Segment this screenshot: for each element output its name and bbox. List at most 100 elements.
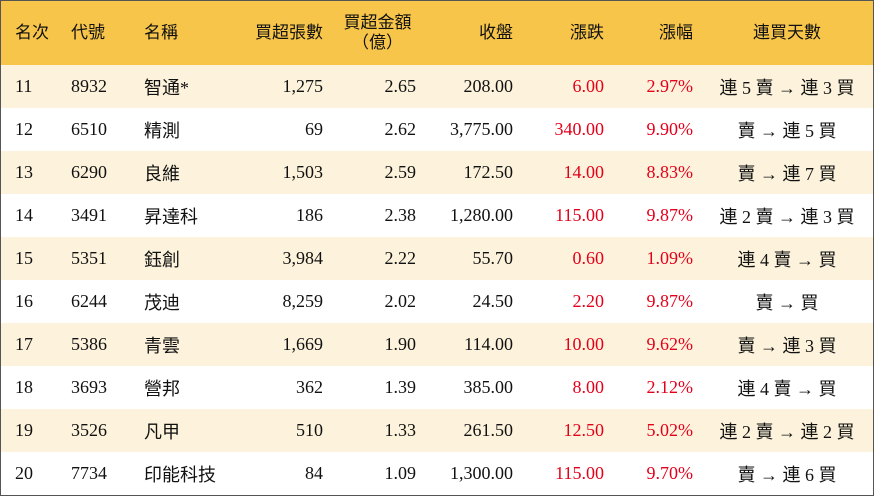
- table-cell: 2.02: [384, 291, 417, 311]
- table-cell: 208.00: [424, 65, 521, 108]
- table-cell: 9.62%: [612, 323, 701, 366]
- table-row: 18 3693 營邦 362 1.39 385.00 8.00 2.12% 連 4 賣 → 買: [1, 366, 873, 409]
- table-cell: 12: [15, 119, 33, 139]
- header-row: 名次 代號 名稱 買超張數 買超金額 （億） 收盤 漲跌 漲幅 連買天數: [1, 1, 873, 65]
- table-cell: 8.83%: [612, 151, 701, 194]
- table-cell: 9.87%: [646, 205, 694, 225]
- table-cell: 1.09%: [612, 237, 701, 280]
- table-cell: 智通*: [136, 65, 231, 108]
- table-cell: 1.39: [384, 377, 417, 397]
- table-cell: 3,775.00: [450, 119, 513, 139]
- table-cell: 6244: [71, 291, 107, 311]
- table-cell: 2.62: [384, 119, 417, 139]
- table-cell: 2.38: [384, 205, 417, 225]
- table-cell: 營邦: [144, 378, 180, 399]
- table-cell: 17: [1, 323, 63, 366]
- table-cell: 8,259: [282, 291, 324, 311]
- column-header: 代號: [63, 1, 136, 65]
- table-cell: 7734: [71, 463, 107, 483]
- table-cell: 84: [305, 463, 323, 483]
- column-header: 名次: [1, 1, 63, 65]
- table-cell: 3,984: [231, 237, 331, 280]
- table-cell: 鈺創: [136, 237, 231, 280]
- table-cell: 12.50: [521, 409, 612, 452]
- table-cell: 11: [1, 65, 63, 108]
- table-cell: 6510: [71, 119, 107, 139]
- table-cell: 1,300.00: [450, 463, 513, 483]
- table-cell: 連 4 賣 → 買: [737, 378, 837, 399]
- table-cell: 3491: [71, 205, 107, 225]
- table-cell: 1,503: [231, 151, 331, 194]
- table-cell: 385.00: [463, 377, 514, 397]
- table-cell: 186: [296, 205, 323, 225]
- table-cell: 精測: [144, 120, 180, 141]
- table-cell: 20: [15, 463, 33, 483]
- table-row: 16 6244 茂迪 8,259 2.02 24.50 2.20 9.87% 賣 → 買: [1, 280, 873, 323]
- table-cell: 18: [15, 377, 33, 397]
- table-cell: 9.87%: [646, 291, 694, 311]
- table-cell: 340.00: [554, 119, 605, 139]
- table-cell: 連 5 賣 → 連 3 買: [701, 65, 873, 108]
- table-cell: 青雲: [136, 323, 231, 366]
- column-header-line: （億）: [352, 33, 403, 52]
- table-cell: 115.00: [555, 205, 604, 225]
- table-cell: 1.09: [384, 463, 417, 483]
- table-cell: 115.00: [555, 463, 604, 483]
- table-cell: 114.00: [424, 323, 521, 366]
- table-cell: 19: [1, 409, 63, 452]
- table-cell: 172.50: [424, 151, 521, 194]
- table-row: 17 5386 青雲 1,669 1.90 114.00 10.00 9.62% 賣 → 連 3…: [1, 323, 873, 366]
- column-header-line: 買超金額: [343, 13, 412, 32]
- column-header: 漲幅: [612, 1, 701, 65]
- column-header: 買超金額 （億）: [331, 1, 424, 65]
- table-cell: 凡甲: [136, 409, 231, 452]
- table-cell: 55.70: [424, 237, 521, 280]
- table-row: 11 8932 智通* 1,275 2.65 208.00 6.00 2.97% 連 5 賣 →…: [1, 65, 873, 108]
- table-cell: 510: [231, 409, 331, 452]
- table-cell: 3693: [71, 377, 107, 397]
- table-cell: 印能科技: [144, 464, 216, 485]
- table-cell: 3526: [63, 409, 136, 452]
- table-cell: 2.65: [331, 65, 424, 108]
- table-row: 20 7734 印能科技 84 1.09 1,300.00 115.00 9.70% 賣 → 連…: [1, 452, 873, 495]
- table-cell: 1,669: [231, 323, 331, 366]
- table-cell: 1,280.00: [450, 205, 513, 225]
- table-cell: 昇達科: [144, 206, 198, 227]
- table-cell: 1.90: [331, 323, 424, 366]
- table-cell: 16: [15, 291, 33, 311]
- column-header: 連買天數: [701, 1, 873, 65]
- table-cell: 1.33: [331, 409, 424, 452]
- table-cell: 賣 → 連 3 買: [701, 323, 873, 366]
- table-cell: 1,275: [231, 65, 331, 108]
- table-cell: 14.00: [521, 151, 612, 194]
- table-cell: 10.00: [521, 323, 612, 366]
- column-header: 漲跌: [521, 1, 612, 65]
- table-cell: 0.60: [521, 237, 612, 280]
- table-cell: 14: [15, 205, 33, 225]
- table-cell: 賣 → 買: [755, 292, 819, 313]
- table-row: 19 3526 凡甲 510 1.33 261.50 12.50 5.02% 連 2 賣 → 連…: [1, 409, 873, 452]
- table-cell: 24.50: [472, 291, 514, 311]
- table-row: 13 6290 良維 1,503 2.59 172.50 14.00 8.83% 賣 → 連 7…: [1, 151, 873, 194]
- table-cell: 9.70%: [646, 463, 694, 483]
- table-row: 12 6510 精測 69 2.62 3,775.00 340.00 9.90% 賣 → 連 5…: [1, 108, 873, 151]
- table-cell: 69: [305, 119, 323, 139]
- table-cell: 2.20: [572, 291, 605, 311]
- column-header: 名稱: [136, 1, 231, 65]
- table-cell: 良維: [136, 151, 231, 194]
- table-body: 11 8932 智通* 1,275 2.65 208.00 6.00 2.97% 連 5 賣 →…: [1, 65, 873, 495]
- table-cell: 5351: [63, 237, 136, 280]
- column-header: 收盤: [424, 1, 521, 65]
- table-cell: 賣 → 連 7 買: [701, 151, 873, 194]
- table-cell: 2.12%: [646, 377, 694, 397]
- table-cell: 261.50: [424, 409, 521, 452]
- table-cell: 15: [1, 237, 63, 280]
- table-cell: 連 2 賣 → 連 3 買: [719, 206, 855, 227]
- table-cell: 賣 → 連 5 買: [737, 120, 837, 141]
- table-cell: 賣 → 連 6 買: [737, 464, 837, 485]
- table-cell: 連 4 賣 → 買: [701, 237, 873, 280]
- table-cell: 5.02%: [612, 409, 701, 452]
- table-row: 14 3491 昇達科 186 2.38 1,280.00 115.00 9.87% 連 2 賣…: [1, 194, 873, 237]
- table-cell: 2.59: [331, 151, 424, 194]
